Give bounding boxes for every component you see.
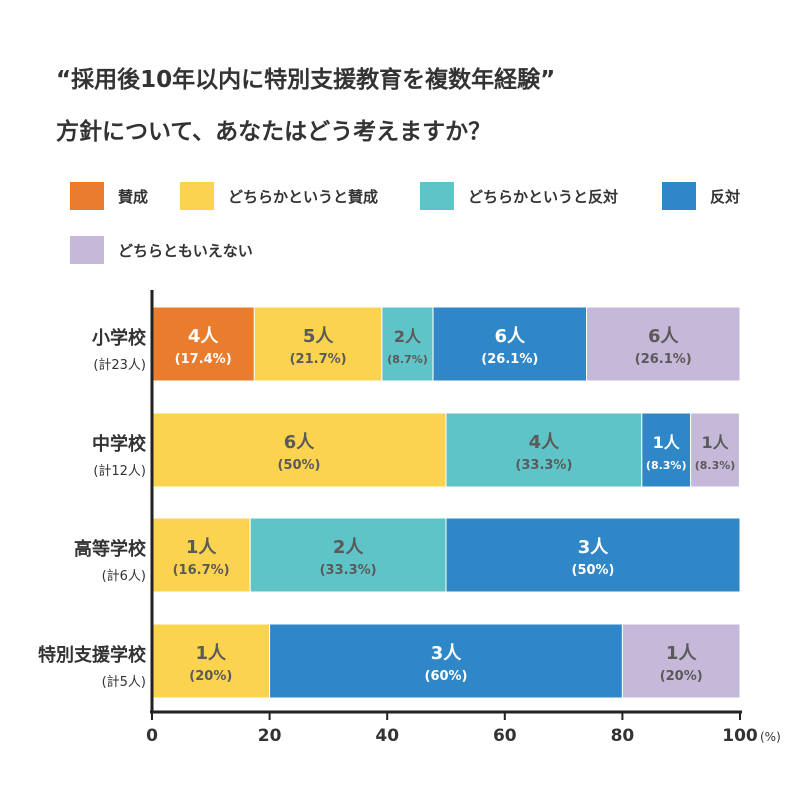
- category-label: 高等学校: [74, 538, 147, 560]
- bar-count-label: 3人: [431, 643, 463, 664]
- bar-segment: [151, 517, 251, 593]
- x-tick-label: 40: [375, 726, 399, 746]
- bar-segment: [151, 623, 271, 699]
- legend-label-somewhat-disagree: どちらかというと反対: [468, 187, 619, 206]
- bar-segment: [269, 623, 623, 699]
- bar-count-label: 3人: [578, 537, 610, 558]
- x-tick-label: 80: [611, 726, 635, 746]
- x-axis-unit: (%): [760, 730, 781, 744]
- category-total-label: (計6人): [102, 568, 146, 584]
- bar-count-label: 1人: [196, 643, 228, 664]
- bar-percent-label: (21.7%): [290, 352, 347, 367]
- bar-count-label: 4人: [188, 326, 220, 347]
- bar-percent-label: (50%): [278, 458, 321, 473]
- x-tick-label: 0: [146, 726, 158, 746]
- bar-segment: [586, 306, 741, 382]
- bar-segment: [381, 306, 434, 382]
- bar-segment: [445, 517, 741, 593]
- bar-percent-label: (16.7%): [173, 563, 230, 578]
- bar-count-label: 6人: [284, 432, 316, 453]
- legend-swatch-neutral: [70, 236, 104, 264]
- x-tick-label: 20: [258, 726, 282, 746]
- category-total-label: (計23人): [93, 357, 146, 373]
- bar-count-label: 1人: [666, 643, 698, 664]
- bar-segment: [621, 623, 741, 699]
- legend-label-somewhat-agree: どちらかというと賛成: [228, 187, 379, 206]
- bar-percent-label: (26.1%): [481, 352, 538, 367]
- bar-segment: [253, 306, 383, 382]
- category-total-label: (計5人): [102, 674, 146, 690]
- bar-segment: [151, 412, 447, 488]
- legend-item-somewhat-disagree: どちらかというと反対: [420, 182, 618, 210]
- legend-swatch-agree: [70, 182, 104, 210]
- bar-percent-label: (50%): [572, 563, 615, 578]
- bar-segment: [690, 412, 740, 488]
- bar-segment: [432, 306, 588, 382]
- bar-count-label: 6人: [648, 326, 680, 347]
- legend-item-somewhat-agree: どちらかというと賛成: [180, 182, 378, 210]
- x-tick-label: 60: [493, 726, 517, 746]
- legend-label-disagree: 反対: [710, 187, 741, 206]
- bar-count-label: 6人: [495, 326, 527, 347]
- bar-percent-label: (20%): [660, 669, 703, 684]
- legend-item-disagree: 反対: [662, 182, 740, 210]
- legend-item-neutral: どちらともいえない: [70, 236, 253, 264]
- legend-label-neutral: どちらともいえない: [118, 241, 253, 260]
- bar-percent-label: (60%): [425, 669, 468, 684]
- bar-percent-label: (20%): [189, 669, 232, 684]
- legend-swatch-somewhat-agree: [180, 182, 214, 210]
- bar-percent-label: (26.1%): [635, 352, 692, 367]
- bar-segment: [641, 412, 692, 488]
- bar-count-label: 2人: [394, 327, 422, 346]
- bar-percent-label: (8.3%): [646, 459, 687, 472]
- bar-percent-label: (33.3%): [515, 458, 572, 473]
- x-tick-label: 100: [722, 726, 758, 746]
- legend-swatch-disagree: [662, 182, 696, 210]
- bar-count-label: 1人: [653, 433, 681, 452]
- bar-percent-label: (8.7%): [387, 353, 428, 366]
- bar-count-label: 4人: [529, 432, 561, 453]
- bar-count-label: 1人: [186, 537, 218, 558]
- category-label: 特別支援学校: [38, 644, 147, 666]
- bar-count-label: 2人: [333, 537, 365, 558]
- legend-label-agree: 賛成: [118, 187, 149, 206]
- chart-title-line2: 方針について、あなたはどう考えますか？: [56, 119, 492, 145]
- bar-percent-label: (33.3%): [320, 563, 377, 578]
- bar-count-label: 1人: [701, 433, 729, 452]
- bar-percent-label: (8.3%): [695, 459, 736, 472]
- category-total-label: (計12人): [93, 463, 146, 479]
- bar-segment: [151, 306, 255, 382]
- legend-swatch-somewhat-disagree: [420, 182, 454, 210]
- bar-count-label: 5人: [303, 326, 335, 347]
- category-label: 中学校: [92, 433, 147, 455]
- chart-title-line1: “採用後10年以内に特別支援教育を複数年経験”: [56, 67, 556, 93]
- legend-item-agree: 賛成: [70, 182, 148, 210]
- bar-percent-label: (17.4%): [175, 352, 232, 367]
- bar-segment: [445, 412, 643, 488]
- bar-segment: [249, 517, 447, 593]
- category-label: 小学校: [92, 327, 147, 349]
